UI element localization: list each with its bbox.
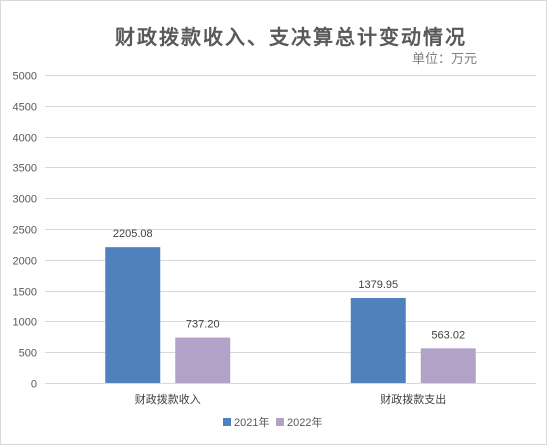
bar	[350, 297, 406, 383]
category-label: 财政拨款收入	[135, 392, 201, 406]
y-tick-label: 1000	[13, 317, 37, 329]
y-tick-label: 2000	[13, 256, 37, 268]
legend: 2021年 2022年	[223, 415, 322, 429]
chart-title: 财政拨款收入、支决算总计变动情况	[115, 25, 467, 49]
data-label: 2205.08	[113, 228, 153, 240]
data-label: 563.02	[431, 329, 465, 341]
y-axis-ticks: 0 500 1000 1500 2000 2500 3000 3500 4000 4500 5000	[13, 71, 37, 391]
data-labels: 2205.08 737.20 1379.95 563.02	[113, 228, 465, 341]
bar	[175, 337, 231, 383]
legend-swatch	[276, 418, 284, 426]
y-tick-label: 3000	[13, 194, 37, 206]
bars	[105, 247, 476, 383]
data-label: 737.20	[186, 319, 220, 331]
y-tick-label: 500	[19, 348, 37, 360]
y-tick-label: 1500	[13, 287, 37, 299]
legend-label: 2022年	[287, 415, 322, 429]
category-label: 财政拨款支出	[380, 392, 446, 406]
data-label: 1379.95	[358, 279, 398, 291]
y-tick-label: 0	[31, 379, 37, 391]
bar	[105, 247, 161, 383]
y-tick-label: 4500	[13, 102, 37, 114]
y-tick-label: 5000	[13, 71, 37, 83]
legend-swatch	[223, 418, 231, 426]
y-tick-label: 3500	[13, 163, 37, 175]
y-tick-label: 2500	[13, 225, 37, 237]
y-tick-label: 4000	[13, 133, 37, 145]
legend-label: 2021年	[234, 415, 269, 429]
bar	[420, 348, 476, 383]
unit-label: 单位：万元	[412, 52, 477, 67]
category-labels: 财政拨款收入 财政拨款支出	[135, 392, 447, 406]
